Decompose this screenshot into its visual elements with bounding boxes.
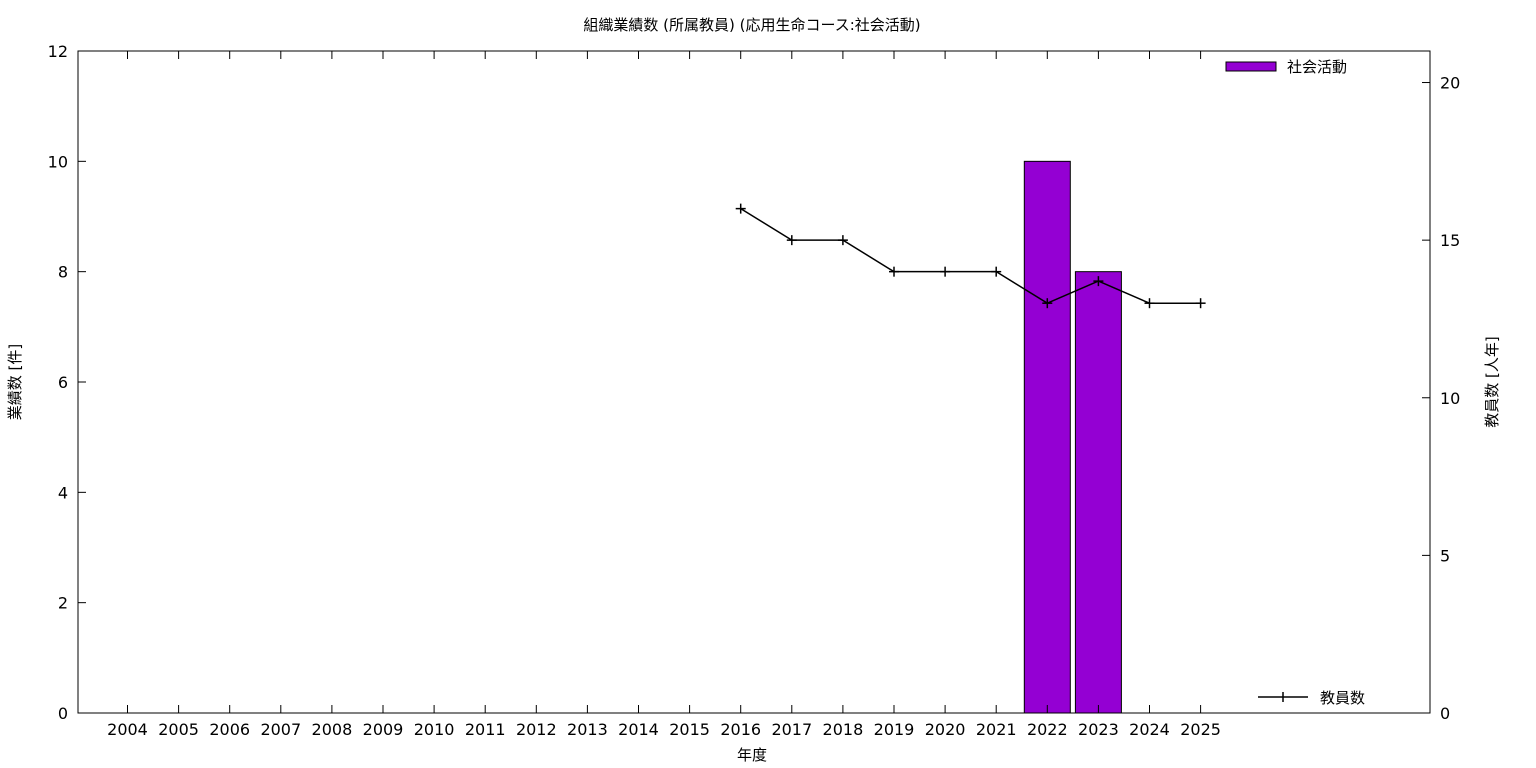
x-tick-label: 2023 [1078, 720, 1119, 739]
x-axis-title: 年度 [737, 746, 767, 764]
x-tick-label: 2017 [771, 720, 812, 739]
x-tick-label: 2013 [567, 720, 608, 739]
x-tick-label: 2005 [158, 720, 199, 739]
y-tick-label: 8 [58, 263, 68, 282]
x-axis: 2004 2005 2006 2007 2008 2009 2010 2011 2012 2013… [107, 51, 1221, 739]
y-tick-label: 6 [58, 373, 68, 392]
y2-tick-label: 5 [1440, 546, 1450, 565]
y2-tick-label: 0 [1440, 704, 1450, 723]
legend-label-bar: 社会活動 [1287, 58, 1347, 76]
y2-tick-label: 15 [1440, 231, 1460, 250]
bar-series [1023, 160, 1122, 714]
x-tick-label: 2006 [209, 720, 250, 739]
x-tick-label: 2020 [925, 720, 966, 739]
bar [1074, 271, 1122, 714]
y-tick-label: 4 [58, 483, 68, 502]
y-axis-right: 0 5 10 15 20 [1422, 74, 1460, 723]
x-tick-label: 2014 [618, 720, 659, 739]
x-tick-label: 2010 [414, 720, 455, 739]
x-tick-label: 2012 [516, 720, 557, 739]
y-axis-title: 業績数 [件] [6, 344, 24, 420]
y-tick-label: 2 [58, 594, 68, 613]
x-tick-label: 2022 [1027, 720, 1068, 739]
x-tick-label: 2021 [976, 720, 1017, 739]
legend-bar-swatch [1225, 61, 1277, 72]
x-tick-label: 2016 [720, 720, 761, 739]
y-tick-label: 10 [48, 152, 68, 171]
y-axis-left: 0 2 4 6 8 10 12 [48, 42, 86, 723]
x-tick-label: 2019 [874, 720, 915, 739]
y2-tick-label: 20 [1440, 74, 1460, 93]
plot-border [77, 50, 1431, 714]
x-tick-label: 2024 [1129, 720, 1170, 739]
x-tick-label: 2008 [312, 720, 353, 739]
y2-axis-title: 教員数 [人年] [1483, 336, 1501, 427]
x-tick-label: 2015 [669, 720, 710, 739]
y2-tick-label: 10 [1440, 389, 1460, 408]
legend-label-line: 教員数 [1320, 689, 1365, 707]
line-series [735, 203, 1206, 309]
y-tick-label: 0 [58, 704, 68, 723]
series-line [740, 207, 1201, 305]
plot-frame [77, 50, 1431, 714]
x-tick-label: 2018 [823, 720, 864, 739]
chart-title: 組織業績数 (所属教員) (応用生命コース:社会活動) [583, 16, 920, 34]
x-tick-label: 2025 [1180, 720, 1221, 739]
x-tick-label: 2007 [260, 720, 301, 739]
y-tick-label: 12 [48, 42, 68, 61]
x-tick-label: 2004 [107, 720, 148, 739]
x-tick-label: 2009 [363, 720, 404, 739]
bar [1023, 160, 1071, 714]
x-tick-label: 2011 [465, 720, 506, 739]
